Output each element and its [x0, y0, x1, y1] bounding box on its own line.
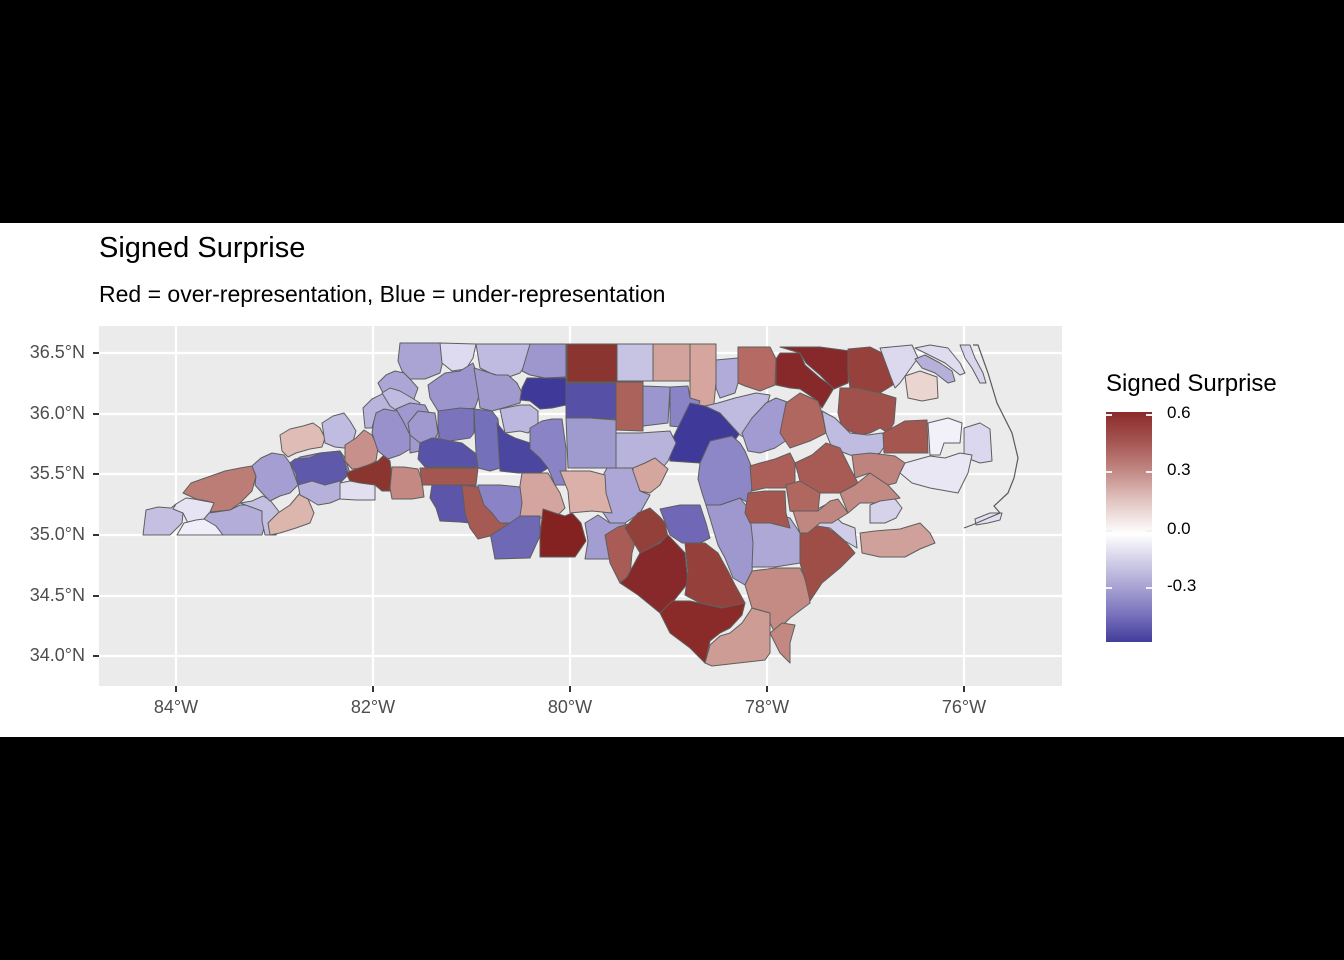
county-r27 [437, 407, 475, 442]
county-r01 [142, 503, 184, 536]
county-r13 [321, 412, 357, 449]
y-tick-label: 35.5°N [29, 463, 85, 483]
county-r99 [899, 452, 973, 494]
plot-title: Signed Surprise [99, 232, 306, 264]
county-r94 [904, 370, 939, 402]
outer-banks-coastline [963, 344, 1019, 529]
county-r72 [697, 435, 753, 506]
county-r100 [959, 344, 987, 384]
plot-area: Signed Surprise Red = over-representatio… [0, 223, 1344, 737]
legend-tick-mark [1106, 530, 1112, 532]
county-r08 [267, 492, 315, 536]
legend-tick-mark [1146, 471, 1152, 473]
county-r45 [642, 385, 671, 427]
y-tick-label: 34.5°N [29, 585, 85, 605]
county-r96 [914, 344, 966, 376]
x-tick-label: 76°W [941, 697, 987, 717]
county-regions [142, 342, 1003, 667]
county-r41 [652, 343, 691, 382]
county-r84 [749, 452, 796, 492]
county-r68 [744, 567, 811, 634]
legend-tick-mark [1146, 587, 1152, 589]
county-r44 [615, 381, 644, 432]
plot-subtitle: Red = over-representation, Blue = under-… [99, 281, 666, 307]
county-r101 [974, 512, 1003, 526]
axis-ticks [93, 352, 965, 692]
county-r80 [837, 387, 897, 436]
county-r55 [539, 508, 587, 558]
county-r39 [566, 343, 618, 383]
legend-colorbar [1106, 412, 1152, 642]
legend-tick-mark [1106, 471, 1112, 473]
county-r37 [521, 343, 567, 379]
county-r07 [251, 452, 299, 502]
y-tick-label: 34.0°N [29, 645, 85, 665]
county-r12 [279, 422, 326, 458]
county-r57 [461, 484, 511, 540]
county-r70 [799, 522, 856, 602]
county-r14 [344, 429, 379, 470]
county-r59 [604, 522, 638, 584]
county-r25 [427, 362, 481, 412]
legend-label: 0.6 [1167, 403, 1191, 422]
legend-title: Signed Surprise [1106, 370, 1277, 397]
legend-label: 0.0 [1167, 519, 1191, 538]
x-tick-label: 80°W [547, 697, 593, 717]
county-r85 [744, 490, 791, 529]
legend-tick-mark [1106, 414, 1112, 416]
county-r48 [565, 417, 617, 469]
county-r38 [519, 377, 567, 410]
county-r91 [869, 498, 903, 524]
county-r87 [794, 442, 859, 494]
county-r52 [559, 470, 613, 514]
y-tick-label: 36.0°N [29, 403, 85, 423]
county-r97 [927, 417, 963, 456]
x-tick-label: 82°W [350, 697, 396, 717]
county-r61 [659, 504, 711, 544]
county-r29 [419, 467, 479, 486]
county-r40 [616, 343, 654, 382]
y-tick-label: 36.5°N [29, 342, 85, 362]
legend-tick-mark [1146, 414, 1152, 416]
map-panel [93, 326, 1062, 692]
county-r05 [182, 465, 257, 513]
county-r93 [879, 344, 919, 389]
county-r75 [715, 357, 739, 399]
county-r83 [882, 419, 929, 454]
x-tick-label: 78°W [744, 697, 790, 717]
county-r23 [397, 342, 446, 380]
county-r78 [779, 346, 851, 390]
county-r64 [659, 600, 746, 664]
county-r43 [565, 382, 617, 420]
county-r69 [769, 622, 796, 664]
y-tick-label: 35.0°N [29, 524, 85, 544]
county-r92 [859, 522, 936, 558]
county-r95 [914, 354, 956, 384]
legend-label: -0.3 [1167, 576, 1197, 595]
county-r90 [851, 452, 906, 486]
county-r88 [792, 498, 849, 534]
county-r76 [737, 346, 777, 392]
legend-tick-mark [1106, 587, 1112, 589]
legend-tick-mark [1146, 530, 1152, 532]
county-r17 [389, 466, 425, 500]
county-r31 [473, 408, 501, 472]
x-tick-label: 84°W [153, 697, 199, 717]
legend-label: 0.3 [1167, 460, 1191, 479]
county-r16 [339, 480, 376, 501]
county-r77 [775, 352, 835, 409]
